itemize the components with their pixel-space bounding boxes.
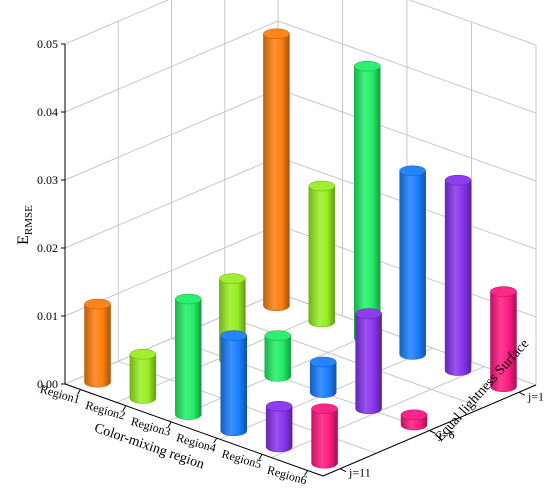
bar-top — [308, 180, 336, 192]
z-axis-label-main: E — [15, 235, 32, 245]
bar-region2-j11 — [129, 348, 157, 404]
x-tick — [167, 421, 172, 428]
bar-top — [311, 403, 338, 415]
bar-body — [129, 353, 157, 404]
bar-body — [265, 405, 293, 453]
bar-region6-j11 — [311, 403, 338, 469]
y-tick — [429, 430, 436, 434]
bar-top — [129, 348, 157, 360]
bar-region3-j11 — [175, 293, 202, 420]
bar-body — [220, 335, 247, 437]
bar-body — [308, 185, 336, 328]
bar-top — [219, 273, 246, 284]
bar-region5-j1 — [444, 174, 472, 376]
bar-top — [354, 60, 381, 72]
z-tick-label: 0.05 — [37, 37, 58, 51]
z-tick-label: 0.00 — [37, 377, 58, 391]
bar-region6-j1 — [490, 286, 517, 393]
z-tick-label: 0.04 — [37, 105, 58, 119]
bar-body — [399, 170, 426, 360]
bar-region2-j1 — [308, 180, 336, 328]
y-tick — [339, 468, 347, 473]
z-axis-label: ERMSE — [15, 205, 35, 245]
y-tick — [518, 391, 526, 396]
x-tick-label: Region5 — [220, 447, 263, 472]
gridline-left-wall — [64, 0, 170, 45]
bar-layer — [84, 28, 517, 469]
y-tick-label: j=11 — [348, 466, 371, 480]
gridline-floor-w — [171, 338, 430, 431]
bar-region3-j1 — [354, 60, 381, 344]
bar-top — [175, 293, 202, 305]
bar-body — [264, 335, 292, 382]
bar-top — [490, 286, 517, 297]
z-tick-label: 0.02 — [37, 241, 58, 255]
bar-body — [444, 179, 472, 376]
bar-body — [490, 291, 517, 393]
bar-top — [264, 330, 292, 341]
bar-region5-j6 — [355, 308, 382, 415]
bar-body — [84, 303, 111, 388]
x-tick — [122, 405, 127, 411]
y-tick-label: j=1 — [527, 389, 544, 403]
z-tick-label: 0.03 — [37, 173, 58, 187]
bar-region1-j1 — [263, 28, 290, 312]
bar-body — [263, 33, 290, 312]
bar-top — [84, 298, 111, 310]
bar-body — [309, 361, 337, 398]
bar-region4-j1 — [399, 165, 426, 360]
x-tick — [213, 437, 218, 444]
x-tick — [258, 454, 263, 460]
bar-body — [355, 313, 382, 415]
bar-region1-j11 — [84, 298, 111, 388]
x-axis-line — [64, 383, 324, 477]
x-tick-label: Region1 — [39, 382, 82, 407]
bar-top — [220, 330, 247, 341]
x-tick-label: Region2 — [84, 398, 127, 423]
bar-top — [265, 400, 293, 412]
bar-body — [175, 298, 202, 420]
y-tick-label: j=6 — [438, 428, 455, 442]
bar-top — [355, 308, 382, 319]
bar-top — [399, 165, 426, 177]
x-tick — [304, 470, 308, 476]
z-axis-label-sub: RMSE — [23, 205, 35, 235]
gridline-floor-w — [224, 315, 483, 409]
x-tick-label: Region6 — [266, 463, 309, 484]
bar-region5-j11 — [265, 400, 293, 453]
bar-region3-j6 — [264, 330, 292, 382]
bar-region4-j6 — [309, 356, 337, 398]
bar-region6-j6 — [400, 409, 428, 431]
gridline-back-wall — [408, 0, 537, 46]
bar-body — [354, 65, 381, 344]
bar-top — [444, 174, 472, 186]
bar-body — [311, 408, 338, 469]
z-tick-label: 0.01 — [37, 309, 58, 323]
bar-top — [263, 28, 290, 40]
bar-top — [309, 356, 337, 368]
bar-top — [400, 409, 428, 421]
x-tick — [77, 389, 81, 395]
bar-region4-j11 — [220, 330, 247, 437]
